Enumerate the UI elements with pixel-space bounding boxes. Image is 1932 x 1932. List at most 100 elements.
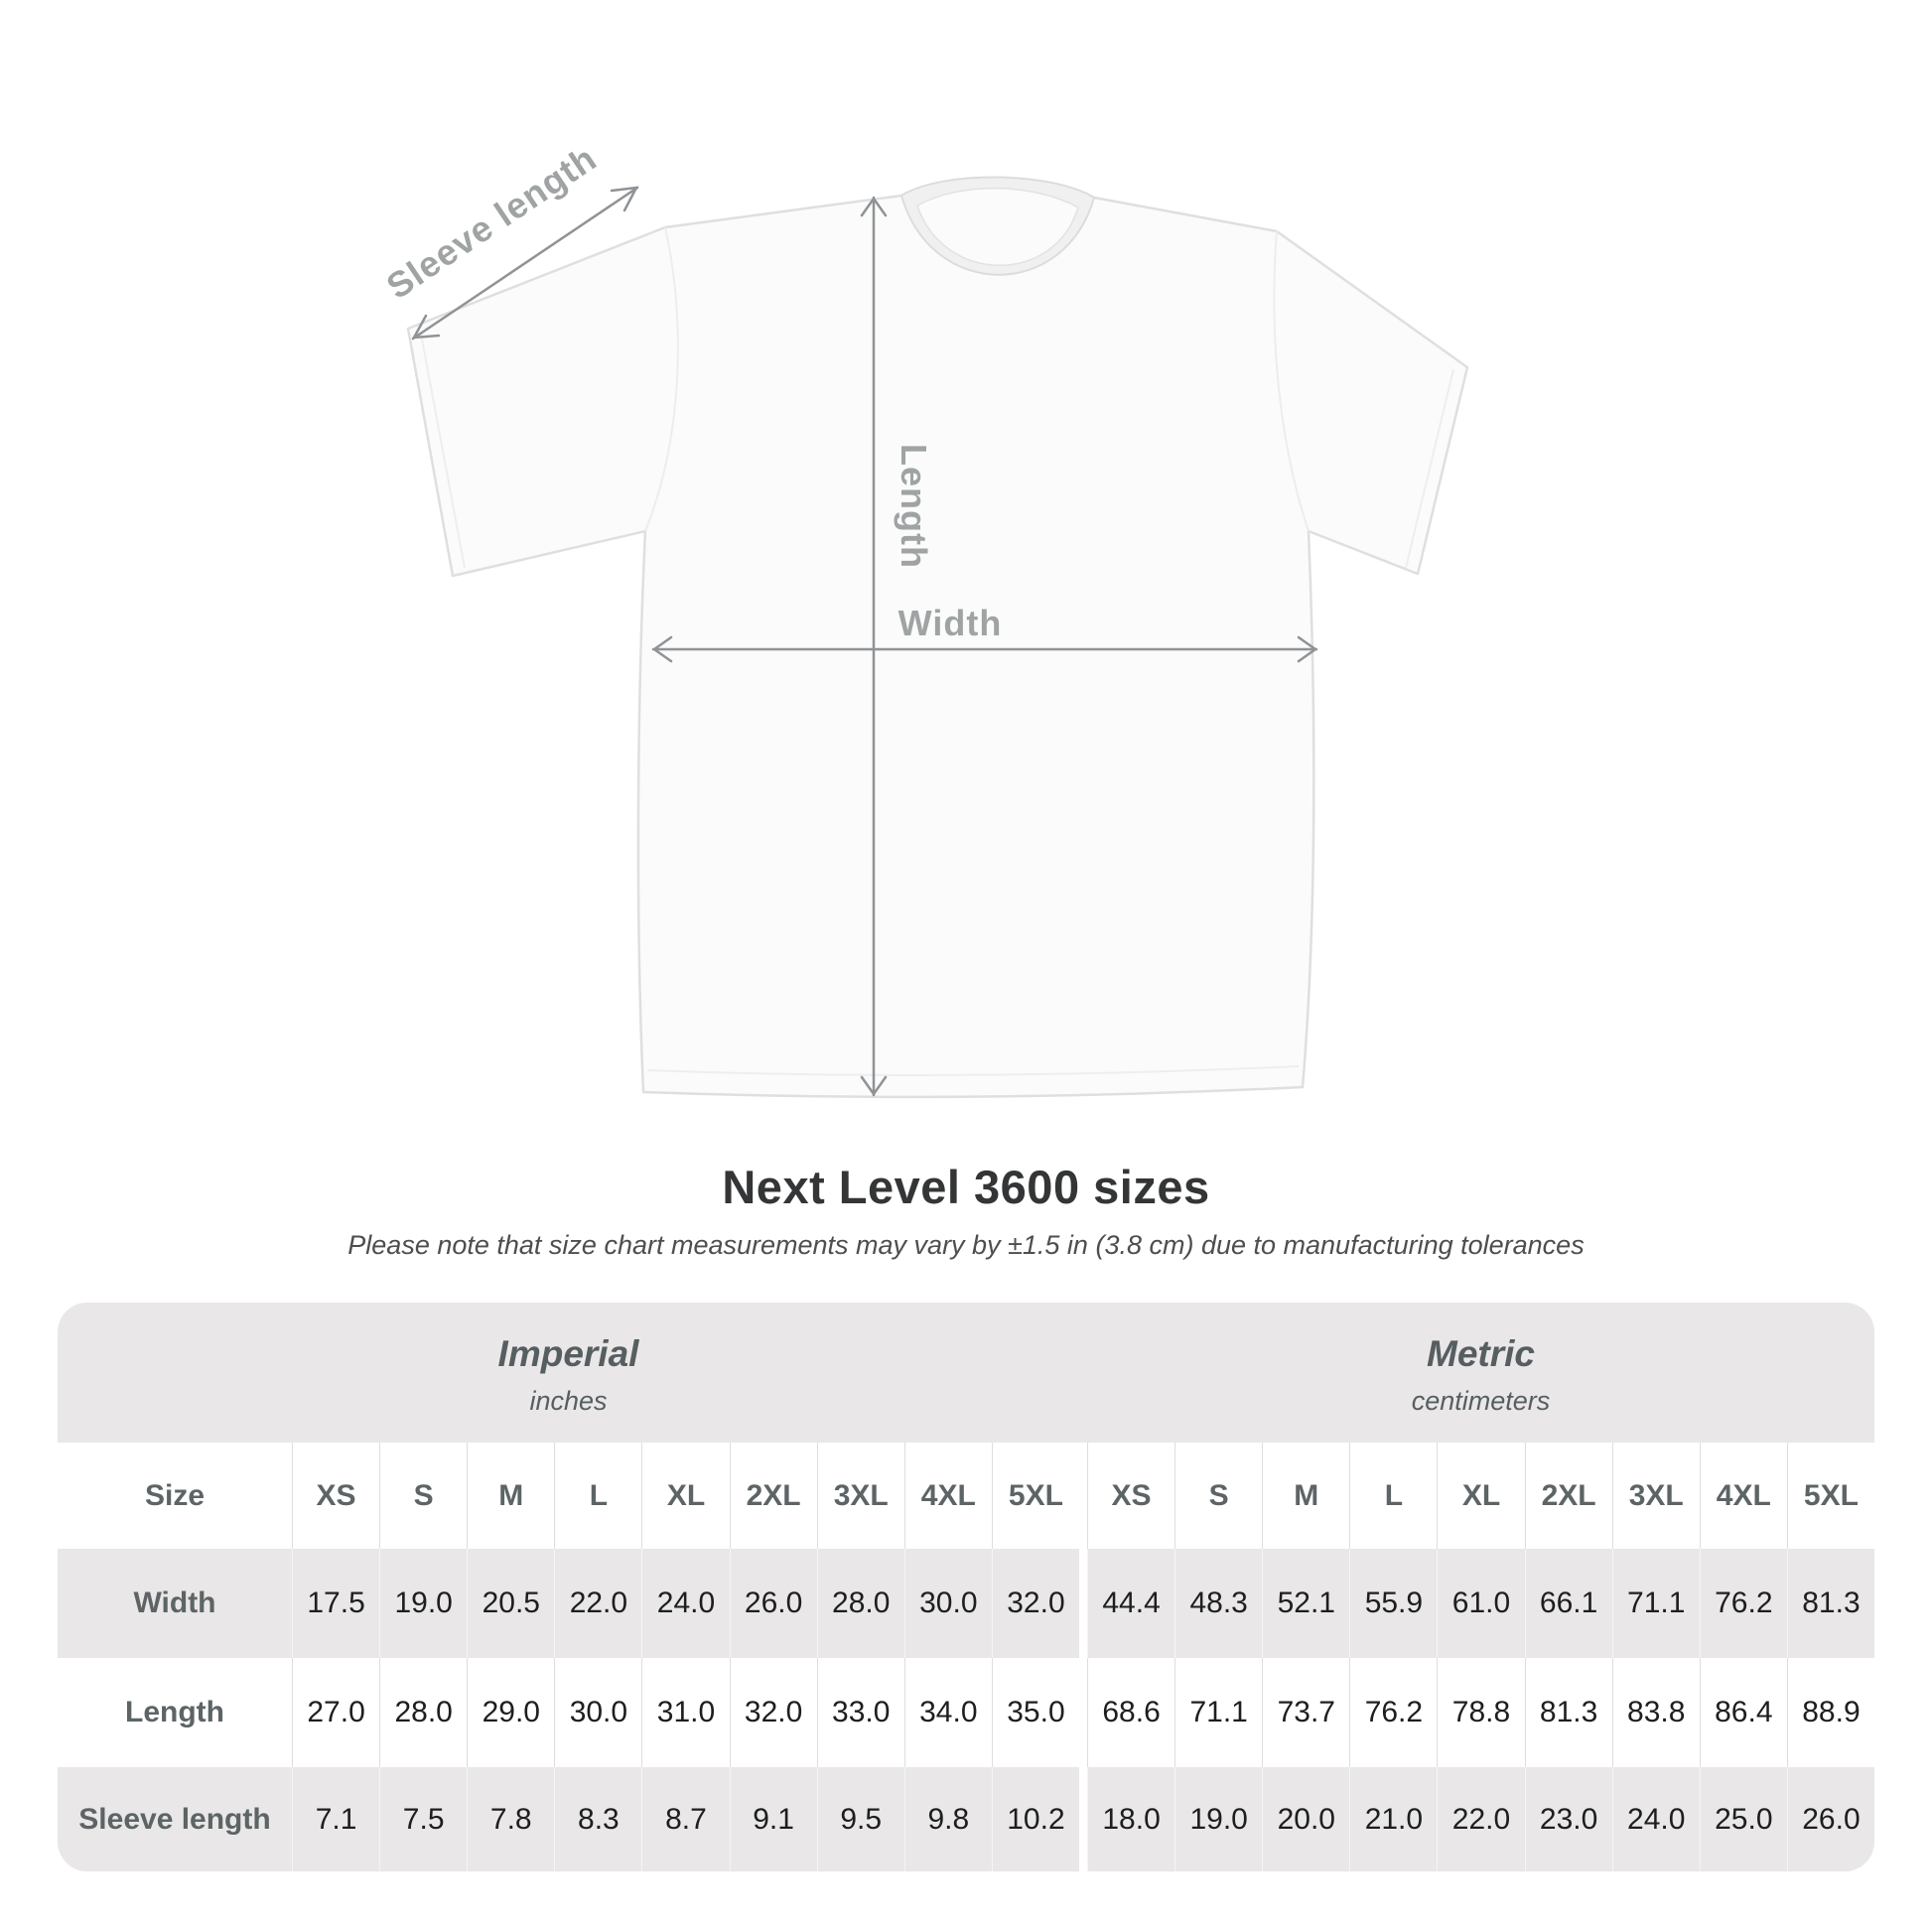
- col-header: XL: [1437, 1443, 1524, 1549]
- value-cell: 18.0: [1087, 1767, 1174, 1871]
- value-cell: 71.1: [1174, 1658, 1262, 1767]
- heading-block: Next Level 3600 sizes Please note that s…: [0, 1160, 1932, 1261]
- row-label: Width: [133, 1587, 216, 1619]
- value-cell: 88.9: [1786, 1658, 1874, 1767]
- value-cell: 32.0: [729, 1658, 817, 1767]
- value-cell: 21.0: [1349, 1767, 1437, 1871]
- size-header-label: Size: [144, 1478, 206, 1512]
- page-title: Next Level 3600 sizes: [722, 1161, 1210, 1213]
- value-cell: 73.7: [1262, 1658, 1349, 1767]
- value-cell: 20.5: [467, 1549, 554, 1658]
- tolerance-note: Please note that size chart measurements…: [347, 1230, 1585, 1260]
- value-cell: 24.0: [1611, 1767, 1700, 1871]
- col-header: S: [379, 1443, 467, 1549]
- value-cell: 32.0: [991, 1549, 1079, 1658]
- value-cell: 9.8: [903, 1767, 992, 1871]
- value-cell: 81.3: [1786, 1549, 1874, 1658]
- col-header: XS: [1087, 1443, 1174, 1549]
- col-header: S: [1174, 1443, 1262, 1549]
- value-cell: 86.4: [1699, 1658, 1787, 1767]
- value-cell: 28.0: [816, 1549, 904, 1658]
- table-row-width: Width 17.5 19.0 20.5 22.0 24.0 26.0 28.0…: [58, 1549, 1874, 1658]
- value-cell: 28.0: [379, 1658, 467, 1767]
- dimension-arrows: [411, 186, 1318, 1097]
- col-header: 3XL: [816, 1443, 904, 1549]
- value-cell: 34.0: [903, 1658, 992, 1767]
- value-cell: 25.0: [1699, 1767, 1787, 1871]
- row-label: Length: [125, 1696, 224, 1728]
- col-header: L: [1349, 1443, 1437, 1549]
- value-cell: 44.4: [1087, 1549, 1174, 1658]
- value-cell: 7.1: [292, 1767, 379, 1871]
- value-cell: 22.0: [554, 1549, 641, 1658]
- value-cell: 7.5: [379, 1767, 467, 1871]
- unit-group-divider: [1079, 1549, 1087, 1658]
- col-header: M: [467, 1443, 554, 1549]
- value-cell: 9.1: [729, 1767, 817, 1871]
- tshirt-illustration: [406, 176, 1469, 1099]
- value-cell: 76.2: [1699, 1549, 1787, 1658]
- value-cell: 83.8: [1611, 1658, 1700, 1767]
- value-cell: 19.0: [1174, 1767, 1262, 1871]
- col-header: 3XL: [1611, 1443, 1700, 1549]
- metric-unit: centimeters: [1411, 1385, 1551, 1416]
- value-cell: 66.1: [1524, 1549, 1612, 1658]
- value-cell: 55.9: [1349, 1549, 1437, 1658]
- value-cell: 27.0: [292, 1658, 379, 1767]
- value-cell: 33.0: [816, 1658, 904, 1767]
- imperial-unit: inches: [529, 1385, 608, 1416]
- imperial-group-header: Imperial inches: [58, 1303, 1079, 1443]
- metric-group-header: Metric centimeters: [1087, 1303, 1874, 1443]
- value-cell: 78.8: [1437, 1658, 1524, 1767]
- value-cell: 81.3: [1524, 1658, 1612, 1767]
- value-cell: 8.7: [641, 1767, 729, 1871]
- value-cell: 7.8: [467, 1767, 554, 1871]
- value-cell: 48.3: [1174, 1549, 1262, 1658]
- row-label: Sleeve length: [78, 1802, 271, 1836]
- col-header: 4XL: [1699, 1443, 1787, 1549]
- metric-title: Metric: [1427, 1332, 1535, 1374]
- table-row-length: Length 27.0 28.0 29.0 30.0 31.0 32.0 33.…: [58, 1658, 1874, 1767]
- col-header: XS: [292, 1443, 379, 1549]
- width-label: Width: [898, 603, 1003, 643]
- table-header-band: Imperial inches Metric centimeters: [58, 1303, 1874, 1443]
- value-cell: 22.0: [1437, 1767, 1524, 1871]
- value-cell: 10.2: [991, 1767, 1079, 1871]
- value-cell: 9.5: [816, 1767, 904, 1871]
- value-cell: 23.0: [1524, 1767, 1612, 1871]
- value-cell: 76.2: [1349, 1658, 1437, 1767]
- col-header: M: [1262, 1443, 1349, 1549]
- value-cell: 24.0: [641, 1549, 729, 1658]
- value-cell: 35.0: [991, 1658, 1079, 1767]
- value-cell: 30.0: [903, 1549, 992, 1658]
- col-header: 4XL: [903, 1443, 992, 1549]
- col-header: 5XL: [1786, 1443, 1874, 1549]
- unit-group-divider: [1079, 1767, 1087, 1871]
- value-cell: 30.0: [554, 1658, 641, 1767]
- imperial-title: Imperial: [497, 1332, 639, 1374]
- value-cell: 20.0: [1262, 1767, 1349, 1871]
- value-cell: 26.0: [1786, 1767, 1874, 1871]
- value-cell: 71.1: [1611, 1549, 1700, 1658]
- size-table: Imperial inches Metric centimeters Size …: [58, 1303, 1874, 1871]
- value-cell: 68.6: [1087, 1658, 1174, 1767]
- col-header: XL: [641, 1443, 729, 1549]
- value-cell: 61.0: [1437, 1549, 1524, 1658]
- tshirt-diagram: Sleeve length Length Width: [379, 137, 1469, 1099]
- value-cell: 26.0: [729, 1549, 817, 1658]
- size-header-row: Size XS S M L XL 2XL 3XL 4XL 5XL XS S M …: [58, 1443, 1874, 1549]
- value-cell: 31.0: [641, 1658, 729, 1767]
- col-header: 5XL: [991, 1443, 1079, 1549]
- table-row-sleeve-length: Sleeve length 7.1 7.5 7.8 8.3 8.7 9.1 9.…: [58, 1767, 1874, 1871]
- value-cell: 17.5: [292, 1549, 379, 1658]
- col-header: L: [554, 1443, 641, 1549]
- value-cell: 19.0: [379, 1549, 467, 1658]
- col-header: 2XL: [1524, 1443, 1612, 1549]
- col-header: 2XL: [729, 1443, 817, 1549]
- length-label: Length: [894, 444, 934, 569]
- unit-group-divider: [1079, 1443, 1087, 1549]
- unit-group-divider: [1079, 1658, 1087, 1767]
- value-cell: 8.3: [554, 1767, 641, 1871]
- value-cell: 29.0: [467, 1658, 554, 1767]
